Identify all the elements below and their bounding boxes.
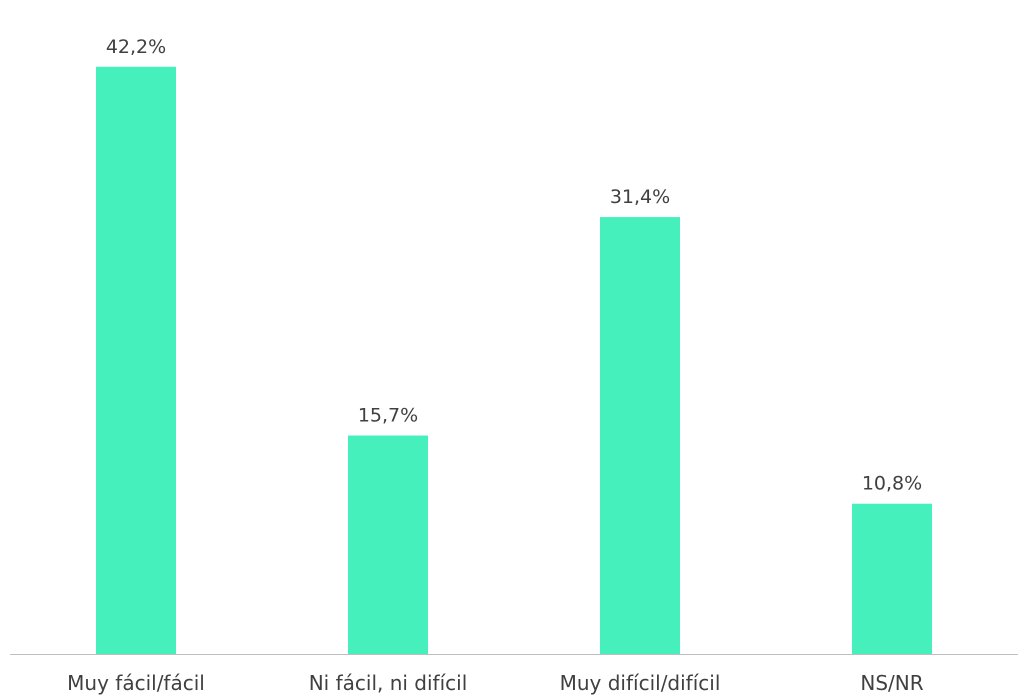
category-label-1: Muy fácil/fácil <box>67 671 205 695</box>
bars-layer <box>96 66 932 655</box>
category-label-2: Ni fácil, ni difícil <box>309 671 468 695</box>
data-label-2: 15,7% <box>358 405 418 427</box>
bar-1 <box>96 66 176 654</box>
data-label-3: 31,4% <box>610 186 670 208</box>
data-label-4: 10,8% <box>862 473 922 495</box>
data-label-1: 42,2% <box>106 36 166 58</box>
bar-4 <box>852 503 932 654</box>
value-labels-layer: 42,2% 15,7% 31,4% 10,8% <box>106 36 922 495</box>
bar-3 <box>600 217 680 655</box>
category-label-4: NS/NR <box>860 671 923 695</box>
category-labels-layer: Muy fácil/fácil Ni fácil, ni difícil Muy d… <box>67 671 924 695</box>
bar-2 <box>348 435 428 654</box>
category-label-3: Muy difícil/difícil <box>560 671 721 695</box>
